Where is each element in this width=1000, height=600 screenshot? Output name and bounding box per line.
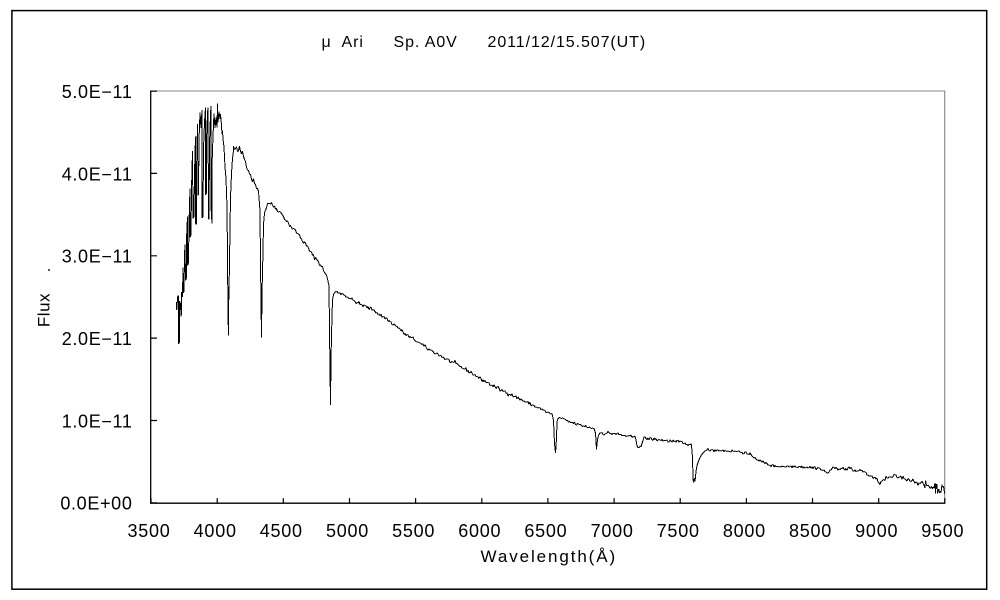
svg-text:9500: 9500 (921, 521, 964, 541)
svg-text:μ: μ (322, 34, 332, 51)
svg-text:2.0E−11: 2.0E−11 (62, 329, 133, 349)
svg-text:4.0E−11: 4.0E−11 (62, 164, 133, 184)
svg-text:7500: 7500 (657, 521, 700, 541)
svg-text:5500: 5500 (392, 521, 435, 541)
svg-text:4500: 4500 (260, 521, 303, 541)
svg-text:9000: 9000 (855, 521, 898, 541)
svg-text:8000: 8000 (723, 521, 766, 541)
svg-text:1.0E−11: 1.0E−11 (62, 411, 133, 431)
svg-text:Flux: Flux (35, 293, 54, 327)
svg-text:Sp. A0V: Sp. A0V (394, 34, 458, 51)
svg-text:5000: 5000 (326, 521, 369, 541)
svg-text:Ari: Ari (342, 34, 364, 51)
svg-text:3.0E−11: 3.0E−11 (62, 247, 133, 267)
svg-text:6500: 6500 (524, 521, 567, 541)
svg-text:0.0E+00: 0.0E+00 (60, 494, 132, 514)
svg-text:6000: 6000 (458, 521, 501, 541)
svg-text:7000: 7000 (591, 521, 634, 541)
svg-text:8500: 8500 (789, 521, 832, 541)
svg-text:Wavelength(Å): Wavelength(Å) (481, 547, 618, 566)
svg-text:3500: 3500 (127, 521, 170, 541)
svg-text:2011/12/15.507(UT): 2011/12/15.507(UT) (488, 34, 647, 51)
svg-text:4000: 4000 (194, 521, 237, 541)
svg-text:5.0E−11: 5.0E−11 (62, 82, 133, 102)
